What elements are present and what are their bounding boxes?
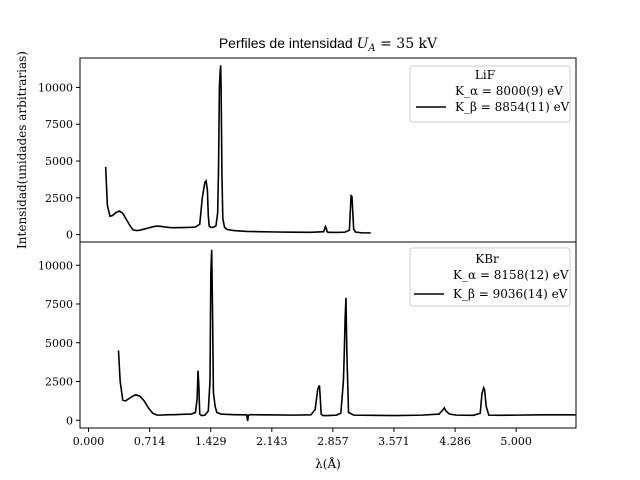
kbr-legend-box	[409, 247, 571, 307]
y-tick-label: 7500	[45, 118, 73, 131]
y-tick-label: 7500	[45, 298, 73, 311]
y-tick-label: 0	[66, 414, 73, 427]
panel-lif: 0 2500 5000 7500 10000 LiF K_α = 8000(9) eV …	[38, 57, 577, 243]
y-tick-label: 5000	[45, 337, 73, 350]
panel-kbr-y-ticks: 0 2500 5000 7500 10000	[38, 259, 80, 427]
y-tick-label: 5000	[45, 155, 73, 168]
kbr-legend-title: KBr	[475, 252, 499, 266]
lif-legend-box	[409, 65, 571, 123]
x-axis-label: λ(Å)	[315, 456, 341, 471]
x-tick-label: 5.000	[500, 435, 532, 448]
x-tick-label: 1.429	[195, 435, 227, 448]
x-tick-label: 0.714	[134, 435, 166, 448]
y-tick-label: 0	[66, 229, 73, 242]
y-tick-label: 2500	[45, 192, 73, 205]
y-tick-label: 10000	[38, 259, 73, 272]
panel-lif-y-ticks: 0 2500 5000 7500 10000	[38, 81, 80, 242]
panel-kbr-frame	[79, 241, 577, 429]
y-tick-label: 10000	[38, 81, 73, 94]
lif-legend-kbeta: K_β = 8854(11) eV	[455, 100, 570, 114]
y-axis-label: Intensidad(unidades arbitrarias)	[15, 51, 29, 249]
figure-title: Perfiles de intensidad UA = 35 kV	[219, 35, 438, 54]
title-symbol: U	[357, 36, 370, 52]
lif-series-line	[104, 65, 371, 234]
title-value: = 35 kV	[376, 36, 438, 52]
panel-kbr: 0 2500 5000 7500 10000 0.000 0.714 1.429 2.143 2…	[38, 241, 577, 448]
kbr-series-line	[117, 249, 576, 422]
lif-legend-kalpha: K_α = 8000(9) eV	[455, 84, 563, 98]
x-tick-label: 2.143	[256, 435, 288, 448]
x-tick-label: 4.286	[439, 435, 471, 448]
kbr-legend-kalpha: K_α = 8158(12) eV	[453, 268, 569, 282]
panel-kbr-x-ticks: 0.000 0.714 1.429 2.143 2.857 3.571 4.286 5.000	[73, 428, 532, 448]
x-tick-label: 2.857	[317, 435, 349, 448]
kbr-legend: KBr K_α = 8158(12) eV K_β = 9036(14) eV	[409, 247, 571, 307]
title-subscript: A	[367, 43, 375, 54]
title-text: Perfiles de intensidad	[219, 35, 357, 51]
x-tick-label: 0.000	[73, 435, 105, 448]
kbr-legend-kbeta: K_β = 9036(14) eV	[453, 287, 568, 301]
y-tick-label: 2500	[45, 376, 73, 389]
lif-legend-title: LiF	[475, 68, 495, 82]
lif-legend: LiF K_α = 8000(9) eV K_β = 8854(11) eV	[409, 65, 571, 123]
x-tick-label: 3.571	[378, 435, 410, 448]
